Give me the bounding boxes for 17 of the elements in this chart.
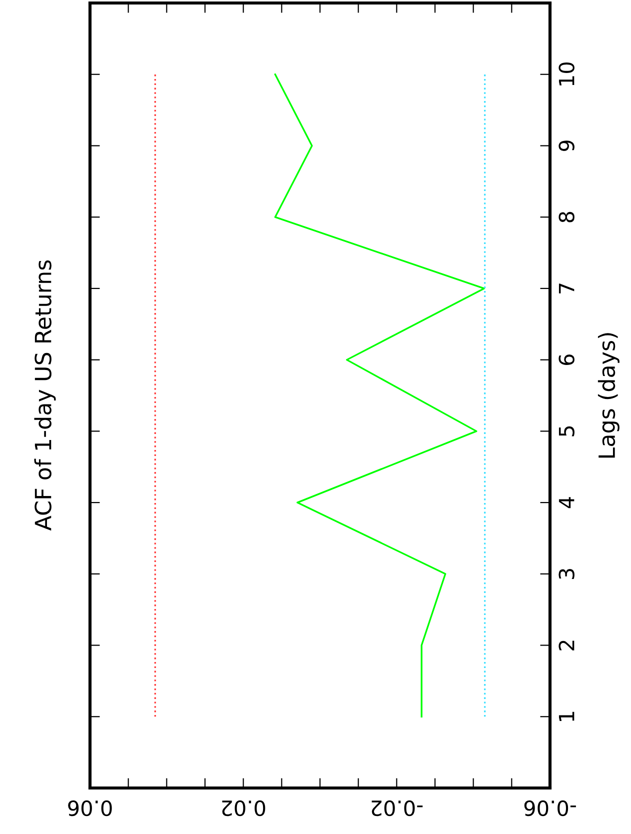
y-tick-label: 4 [558, 497, 574, 508]
x-tick-label: 0.06 [68, 800, 112, 816]
text: ACF of 1-day US Returns [34, 260, 56, 531]
y-axis-title: Lags (days) [598, 333, 620, 458]
line-series [274, 74, 485, 718]
x-tick-label: -0.02 [372, 800, 423, 816]
y-tick-label: 9 [558, 140, 574, 152]
y-tick-label: 6 [558, 354, 574, 365]
x-tick-label: 0.02 [222, 800, 266, 816]
y-tick-label: 8 [558, 212, 574, 222]
y-tick-label: 1 [558, 712, 574, 721]
y-tick-label: 3 [558, 568, 574, 579]
y-tick-label: 5 [558, 426, 574, 436]
y-tick-label: 10 [558, 62, 574, 86]
y-tick-label: 2 [558, 640, 574, 650]
x-tick-label: -0.06 [524, 800, 576, 816]
y-tick-label: 7 [558, 284, 574, 294]
